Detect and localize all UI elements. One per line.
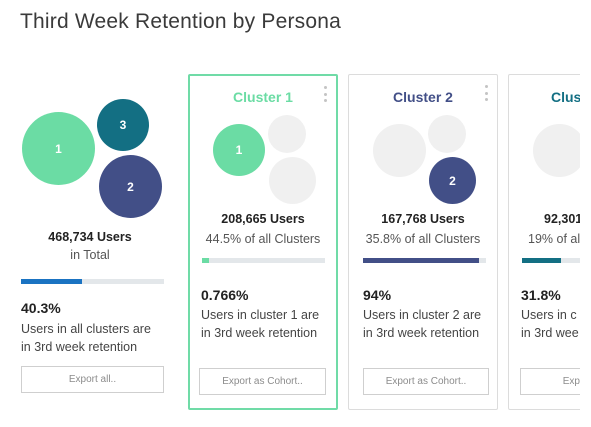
export-cohort-button[interactable]: Export as Cohort.. [363,368,489,395]
cluster-retention-bar [202,258,325,263]
bubble-label: 1 [55,141,62,156]
total-retention-bar [21,279,164,284]
cluster-title: Clus [551,89,580,105]
cluster-share: 35.8% of all Clusters [365,232,481,246]
cluster-retention-value: 94% [363,287,392,303]
cluster-retention-line-1: Users in cluster 2 are [363,308,482,322]
more-options-icon[interactable] [322,86,328,102]
page-title: Third Week Retention by Persona [20,10,341,33]
more-options-icon[interactable] [483,85,489,101]
cluster-retention-value: 31.8% [521,287,561,303]
cluster-card-3[interactable]: Clus 92,301 19% of al 31.8% Users in c i… [508,74,580,410]
cluster-3-bubble-inactive [268,115,306,153]
cluster-users-count: 208,665 Users [221,212,305,226]
bubble-label: 2 [127,179,134,194]
cluster-users-count: 167,768 Users [381,212,465,226]
total-users-count: 468,734 Users [48,230,132,244]
cluster-retention-value: 0.766% [201,287,249,303]
cluster-retention-line-1: Users in c [521,308,577,322]
cluster-card-2[interactable]: Cluster 2 2 167,768 Users 35.8% of all C… [348,74,498,410]
bubble-label: 3 [119,118,127,132]
cluster-retention-line-1: Users in cluster 1 are [201,308,320,322]
total-retention-value: 40.3% [21,300,61,316]
export-cohort-button[interactable]: Export ar [520,368,580,395]
total-summary-panel: 1 3 2 468,734 Users in Total 40.3% Users… [0,74,180,410]
total-retention-line-1: Users in all clusters are [21,322,151,336]
cluster-retention-desc: Users in cluster 1 are in 3rd week reten… [201,306,319,342]
cluster-retention-line-2: in 3rd week retention [363,326,480,340]
total-users-sub: in Total [70,248,110,262]
bubble-label: 1 [235,143,243,157]
cluster-users-count: 92,301 [544,212,580,226]
cluster-share: 19% of al [528,232,580,246]
cluster-retention-desc: Users in cluster 2 are in 3rd week reten… [363,306,481,342]
cluster-title: Cluster 2 [393,89,453,105]
cluster-2-bubble-active: 2 [429,157,476,204]
cluster-retention-fill [363,258,479,263]
export-all-button[interactable]: Export all.. [21,366,164,393]
cluster-3-bubble-inactive [428,115,466,153]
total-retention-fill [21,279,83,284]
cluster-retention-bar [522,258,580,263]
cluster-share: 44.5% of all Clusters [205,232,321,246]
cluster-1-bubble-active: 1 [213,124,265,176]
cluster-1-bubble-inactive [533,124,580,177]
cluster-retention-line-2: in 3rd wee [521,326,579,340]
cluster-retention-fill [522,258,562,263]
total-retention-desc: Users in all clusters are in 3rd week re… [21,320,151,356]
cluster-retention-line-2: in 3rd week retention [201,326,318,340]
cluster-3-bubble[interactable]: 3 [97,99,149,151]
cluster-2-bubble-inactive [269,157,316,204]
cluster-retention-bar [363,258,486,263]
cluster-retention-desc: Users in c in 3rd wee [521,306,579,342]
bubble-label: 2 [449,173,456,188]
cluster-1-bubble[interactable]: 1 [22,112,95,185]
cluster-2-bubble[interactable]: 2 [99,155,162,218]
cluster-title: Cluster 1 [233,89,293,105]
cluster-1-bubble-inactive [373,124,426,177]
export-cohort-button[interactable]: Export as Cohort.. [199,368,326,395]
total-retention-line-2: in 3rd week retention [21,340,138,354]
cluster-card-1[interactable]: Cluster 1 1 208,665 Users 44.5% of all C… [188,74,338,410]
cluster-retention-fill [202,258,210,263]
